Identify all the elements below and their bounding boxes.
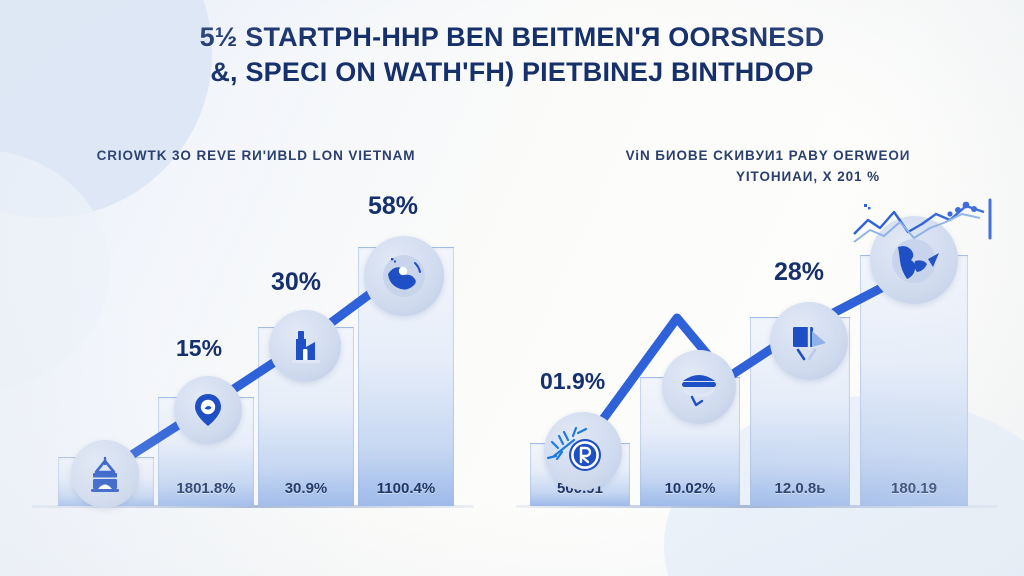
bar-base-label: 12.0.8ь xyxy=(774,480,826,497)
left-panel-subtitle: CRIOWTK 3O REVE RИ'ИBLD LON VIETNAM xyxy=(96,148,416,163)
left-bar-chart: 6J7.75 $11% 1801.8% S61.81 30.9% 85.3% 1… xyxy=(28,192,478,550)
bar-base-label: 1801.8% xyxy=(176,480,236,497)
left-chart-axis-line xyxy=(32,505,474,508)
factory-icon xyxy=(292,331,320,363)
right-subtitle-line-2: YITOHИAИ, X 201 % xyxy=(736,168,880,184)
status-badge: 15% xyxy=(176,335,223,361)
burger-stack-icon xyxy=(682,375,716,407)
title-line-1: 5½ STARTPH-HHP BEN BEITMEN'Я OORSNESD xyxy=(199,22,825,52)
chart-easel-icon xyxy=(793,324,826,361)
right-chart-plot-area: 662% 500.91 5,9%B 10.02% 54% 12.0.8ь 84%… xyxy=(512,198,1002,528)
right-chart-axis-line xyxy=(516,505,998,508)
bar-base-label: 180.19 xyxy=(891,480,937,497)
right-subtitle-line-1: ViN БИOBE CKИBУИ1 PABY OERWEOИ xyxy=(625,148,911,163)
right-bar-chart: 662% 500.91 5,9%B 10.02% 54% 12.0.8ь 84%… xyxy=(512,198,1002,550)
left-chart-plot-area: 6J7.75 $11% 1801.8% S61.81 30.9% 85.3% 1… xyxy=(28,192,478,528)
bank-building-icon xyxy=(91,456,119,492)
bar-base-label: 10.02% xyxy=(664,480,716,497)
status-badge: 58% xyxy=(368,192,419,220)
icon-badge[interactable] xyxy=(174,376,242,444)
icon-badge[interactable] xyxy=(870,216,958,304)
status-badge: 01.9% xyxy=(540,368,606,394)
icon-badge[interactable] xyxy=(770,302,848,380)
page-title: 5½ STARTPH-HHP BEN BEITMEN'Я OORSNESD &,… xyxy=(0,20,1024,89)
icon-badge[interactable] xyxy=(71,440,139,508)
bar-base-label: 30.9% xyxy=(284,480,328,497)
location-pin-icon xyxy=(195,394,221,426)
status-badge: 28% xyxy=(774,258,825,286)
icon-badge[interactable] xyxy=(364,236,444,316)
icon-badge[interactable] xyxy=(269,310,341,382)
globe-asia-icon xyxy=(383,255,425,297)
icon-badge[interactable] xyxy=(544,412,622,490)
globe-americas-icon xyxy=(892,239,939,283)
status-badge: 30% xyxy=(271,268,322,296)
registered-badge-icon xyxy=(546,426,601,471)
right-panel-subtitle: ViN БИOBE CKИBУИ1 PABY OERWEOИ YITOHИAИ,… xyxy=(512,146,1024,188)
title-line-2: &, SPECI ON WATH'FH) PIETBINEJ BINTHDOP xyxy=(210,56,814,87)
left-chart-trend-line xyxy=(100,263,410,477)
bar-base-label: 1100.4% xyxy=(376,480,436,497)
icon-badge[interactable] xyxy=(662,350,736,424)
